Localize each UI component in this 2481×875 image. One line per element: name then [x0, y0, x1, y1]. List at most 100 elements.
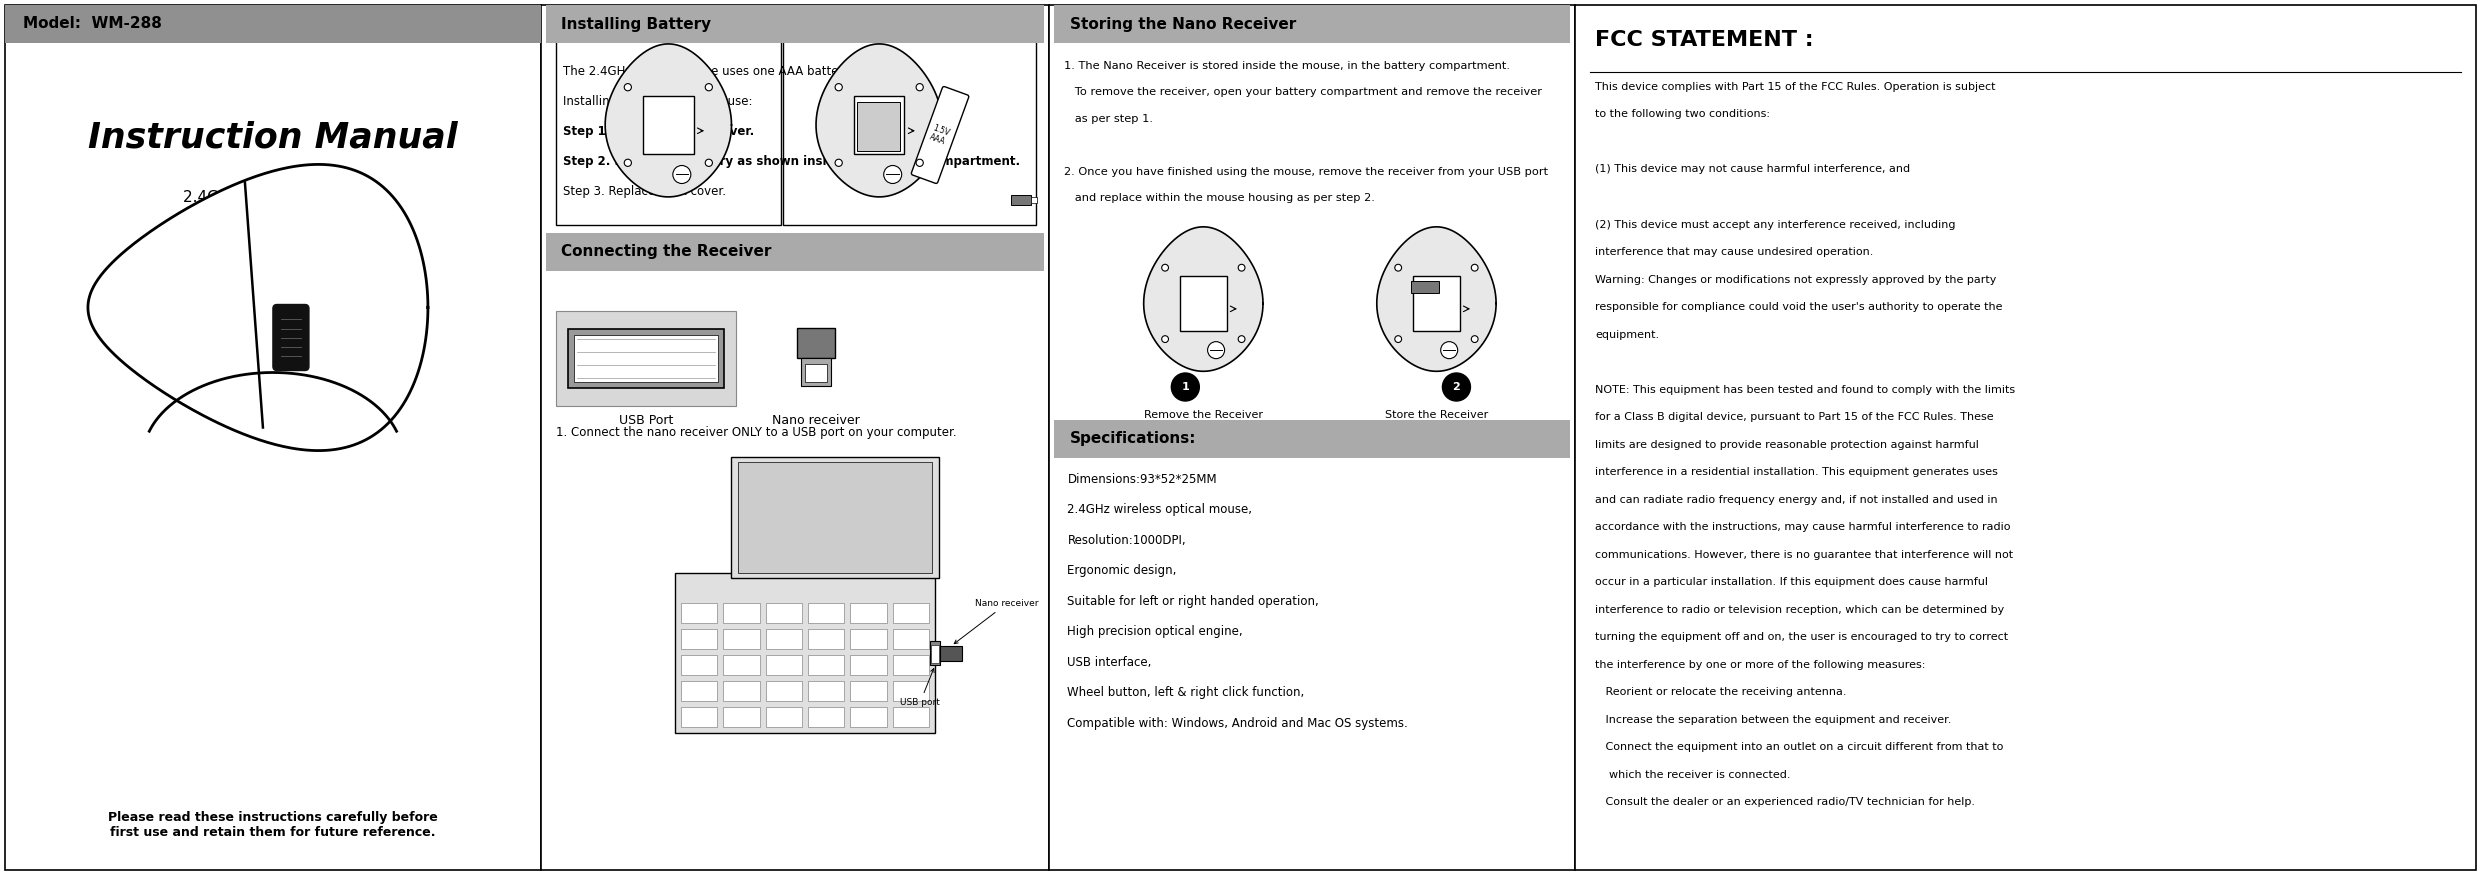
- Polygon shape: [87, 164, 427, 451]
- Text: equipment.: equipment.: [1595, 330, 1660, 340]
- Polygon shape: [853, 96, 906, 154]
- Polygon shape: [809, 655, 844, 675]
- Text: turning the equipment off and on, the user is encouraged to try to correct: turning the equipment off and on, the us…: [1595, 632, 2010, 642]
- Circle shape: [625, 84, 633, 91]
- Polygon shape: [809, 629, 844, 649]
- Polygon shape: [784, 25, 1037, 225]
- Text: Suitable for left or right handed operation,: Suitable for left or right handed operat…: [1067, 595, 1320, 608]
- Text: Dimensions:93*52*25MM: Dimensions:93*52*25MM: [1067, 473, 1218, 486]
- Circle shape: [1171, 373, 1198, 401]
- Text: USB port: USB port: [901, 668, 940, 707]
- FancyBboxPatch shape: [911, 87, 968, 184]
- Polygon shape: [682, 707, 717, 727]
- Polygon shape: [767, 629, 801, 649]
- Circle shape: [1238, 336, 1245, 342]
- Polygon shape: [893, 707, 930, 727]
- Text: This device complies with Part 15 of the FCC Rules. Operation is subject: This device complies with Part 15 of the…: [1595, 82, 1995, 92]
- Polygon shape: [893, 681, 930, 701]
- Circle shape: [836, 84, 841, 91]
- Text: Reorient or relocate the receiving antenna.: Reorient or relocate the receiving anten…: [1595, 687, 1846, 697]
- Polygon shape: [5, 5, 541, 43]
- Polygon shape: [1144, 227, 1263, 371]
- Polygon shape: [1054, 420, 1570, 458]
- Text: communications. However, there is no guarantee that interference will not: communications. However, there is no gua…: [1595, 550, 2015, 559]
- Polygon shape: [1377, 227, 1496, 371]
- Text: Step 1. Open the back cover.: Step 1. Open the back cover.: [563, 125, 754, 138]
- Text: Ergonomic design,: Ergonomic design,: [1067, 564, 1176, 578]
- Text: 2: 2: [1451, 382, 1461, 392]
- Circle shape: [1471, 264, 1479, 271]
- Text: Model:  WM-288: Model: WM-288: [22, 17, 161, 32]
- Text: responsible for compliance could void the user's authority to operate the: responsible for compliance could void th…: [1595, 302, 2002, 312]
- Text: Nano receiver: Nano receiver: [955, 599, 1040, 644]
- Polygon shape: [851, 681, 886, 701]
- Text: occur in a particular installation. If this equipment does cause harmful: occur in a particular installation. If t…: [1595, 577, 1987, 587]
- Polygon shape: [796, 328, 836, 359]
- Text: 2.4GHz Wireless Mouse: 2.4GHz Wireless Mouse: [184, 191, 362, 206]
- Text: To remove the receiver, open your battery compartment and remove the receiver: To remove the receiver, open your batter…: [1064, 88, 1543, 97]
- Text: limits are designed to provide reasonable protection against harmful: limits are designed to provide reasonabl…: [1595, 439, 1980, 450]
- Text: Storing the Nano Receiver: Storing the Nano Receiver: [1069, 17, 1295, 32]
- Polygon shape: [809, 681, 844, 701]
- Polygon shape: [5, 5, 541, 870]
- Text: for a Class B digital device, pursuant to Part 15 of the FCC Rules. These: for a Class B digital device, pursuant t…: [1595, 412, 1995, 422]
- Text: Resolution:1000DPI,: Resolution:1000DPI,: [1067, 534, 1186, 547]
- Polygon shape: [930, 645, 940, 663]
- Text: Specifications:: Specifications:: [1069, 431, 1196, 446]
- Text: Installing Battery: Installing Battery: [561, 17, 712, 32]
- Polygon shape: [556, 311, 737, 406]
- Polygon shape: [1178, 276, 1228, 331]
- Circle shape: [1441, 341, 1459, 359]
- Polygon shape: [1412, 276, 1461, 331]
- Polygon shape: [809, 707, 844, 727]
- Polygon shape: [724, 603, 759, 623]
- Text: Installing  Battery in the Mouse:: Installing Battery in the Mouse:: [563, 95, 752, 108]
- Text: Increase the separation between the equipment and receiver.: Increase the separation between the equi…: [1595, 715, 1953, 724]
- Circle shape: [1471, 336, 1479, 342]
- Polygon shape: [546, 5, 1045, 43]
- Polygon shape: [724, 629, 759, 649]
- Text: Store the Receiver: Store the Receiver: [1384, 410, 1489, 420]
- Polygon shape: [739, 462, 933, 573]
- Polygon shape: [856, 102, 901, 151]
- Text: Please read these instructions carefully before
first use and retain them for fu: Please read these instructions carefully…: [109, 811, 437, 839]
- Circle shape: [1394, 336, 1402, 342]
- Circle shape: [836, 159, 841, 166]
- Polygon shape: [643, 96, 695, 154]
- Text: Step 3. Replace back cover.: Step 3. Replace back cover.: [563, 185, 727, 198]
- Circle shape: [625, 159, 633, 166]
- Text: Warning: Changes or modifications not expressly approved by the party: Warning: Changes or modifications not ex…: [1595, 275, 1997, 284]
- Polygon shape: [767, 603, 801, 623]
- Polygon shape: [893, 629, 930, 649]
- Text: The 2.4GHz optical mouse uses one AAA battery .: The 2.4GHz optical mouse uses one AAA ba…: [563, 65, 858, 78]
- Polygon shape: [682, 655, 717, 675]
- Text: and can radiate radio frequency energy and, if not installed and used in: and can radiate radio frequency energy a…: [1595, 494, 1997, 505]
- Polygon shape: [1412, 282, 1439, 293]
- Circle shape: [1238, 264, 1245, 271]
- Polygon shape: [851, 707, 886, 727]
- Polygon shape: [1054, 5, 1570, 43]
- Polygon shape: [605, 44, 732, 197]
- Polygon shape: [940, 646, 963, 661]
- Text: Connect the equipment into an outlet on a circuit different from that to: Connect the equipment into an outlet on …: [1595, 742, 2005, 752]
- Text: interference to radio or television reception, which can be determined by: interference to radio or television rece…: [1595, 605, 2005, 614]
- Text: Connecting the Receiver: Connecting the Receiver: [561, 244, 772, 260]
- Text: 2.4GHz wireless optical mouse,: 2.4GHz wireless optical mouse,: [1067, 503, 1253, 516]
- Circle shape: [672, 165, 690, 184]
- Text: USB interface,: USB interface,: [1067, 656, 1151, 669]
- Circle shape: [883, 165, 901, 184]
- Text: Instruction Manual: Instruction Manual: [89, 121, 457, 155]
- Polygon shape: [767, 681, 801, 701]
- Polygon shape: [556, 25, 782, 225]
- Text: (2) This device must accept any interference received, including: (2) This device must accept any interfer…: [1595, 220, 1955, 229]
- Circle shape: [1394, 264, 1402, 271]
- Polygon shape: [1049, 5, 1575, 870]
- Text: FCC STATEMENT :: FCC STATEMENT :: [1595, 30, 1814, 50]
- Polygon shape: [724, 681, 759, 701]
- Circle shape: [1161, 336, 1169, 342]
- Polygon shape: [851, 629, 886, 649]
- Polygon shape: [724, 707, 759, 727]
- Polygon shape: [1012, 195, 1032, 205]
- Circle shape: [1161, 264, 1169, 271]
- Text: High precision optical engine,: High precision optical engine,: [1067, 626, 1243, 639]
